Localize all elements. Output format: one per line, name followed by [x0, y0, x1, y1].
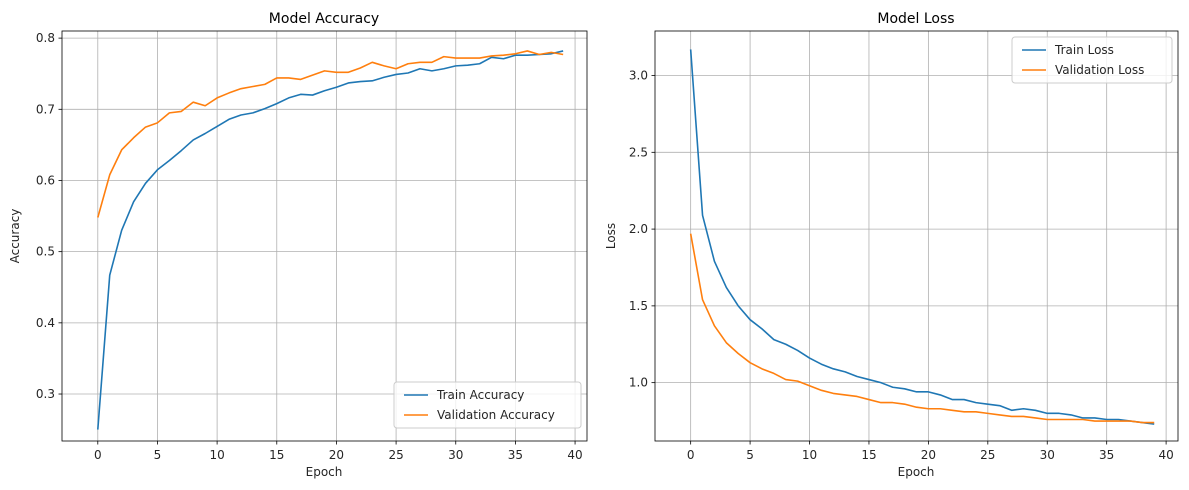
accuracy-plot-frame [61, 30, 588, 442]
accuracy-x-tick-label: 10 [209, 448, 224, 462]
accuracy-x-tick-label: 20 [329, 448, 344, 462]
loss-y-tick-label: 3.0 [629, 69, 648, 83]
accuracy-chart-title: Model Accuracy [269, 11, 379, 27]
loss-x-axis-label: Epoch [898, 465, 935, 479]
accuracy-y-tick-label: 0.5 [36, 245, 55, 259]
loss-y-tick-label: 1.0 [629, 376, 648, 390]
loss-x-tick-label: 10 [802, 448, 817, 462]
loss-y-tick-label: 1.5 [629, 299, 648, 313]
accuracy-x-tick-label: 0 [94, 448, 102, 462]
accuracy-x-tick-label: 30 [448, 448, 463, 462]
accuracy-legend-box [393, 381, 582, 429]
loss-legend-box [1011, 36, 1173, 84]
accuracy-x-tick-label: 5 [154, 448, 162, 462]
accuracy-legend-label-train: Train Accuracy [436, 388, 524, 402]
loss-legend-label-validation: Validation Loss [1055, 63, 1144, 77]
loss-series-line-validation [689, 233, 1155, 424]
loss-x-tick-label: 25 [980, 448, 995, 462]
accuracy-x-tick-label: 40 [567, 448, 582, 462]
loss-x-tick-label: 20 [921, 448, 936, 462]
loss-y-axis-label: Loss [604, 223, 618, 249]
accuracy-y-tick-label: 0.3 [36, 387, 55, 401]
loss-x-tick-label: 0 [687, 448, 695, 462]
accuracy-y-axis-label: Accuracy [8, 209, 22, 264]
loss-chart-title: Model Loss [877, 11, 954, 27]
loss-x-tick-label: 30 [1040, 448, 1055, 462]
loss-x-tick-label: 35 [1099, 448, 1114, 462]
accuracy-series-line-validation [97, 50, 564, 218]
accuracy-legend-label-validation: Validation Accuracy [437, 408, 555, 422]
loss-x-tick-label: 5 [746, 448, 754, 462]
accuracy-chart: Model Accuracy Epoch Accuracy 0 5 10 15 20 25… [8, 11, 588, 479]
loss-legend: Train Loss Validation Loss [1011, 36, 1173, 84]
loss-plot-frame [654, 30, 1179, 442]
loss-legend-label-train: Train Loss [1054, 43, 1114, 57]
accuracy-y-tick-label: 0.6 [36, 173, 55, 187]
loss-chart: Model Loss Epoch Loss 0 5 10 15 20 25 30 35 40 1.… [604, 11, 1179, 479]
loss-y-tick-label: 2.5 [629, 145, 648, 159]
loss-series-line-train [689, 49, 1155, 425]
accuracy-y-tick-label: 0.4 [36, 316, 55, 330]
accuracy-series-line-train [97, 50, 564, 430]
loss-x-tick-label: 15 [861, 448, 876, 462]
accuracy-x-axis-label: Epoch [306, 465, 343, 479]
accuracy-x-tick-label: 25 [388, 448, 403, 462]
accuracy-legend: Train Accuracy Validation Accuracy [393, 381, 582, 429]
accuracy-y-tick-label: 0.8 [36, 31, 55, 45]
loss-y-tick-label: 2.0 [629, 222, 648, 236]
accuracy-x-tick-label: 15 [269, 448, 284, 462]
accuracy-x-tick-label: 35 [508, 448, 523, 462]
loss-x-tick-label: 40 [1158, 448, 1173, 462]
accuracy-y-tick-label: 0.7 [36, 102, 55, 116]
